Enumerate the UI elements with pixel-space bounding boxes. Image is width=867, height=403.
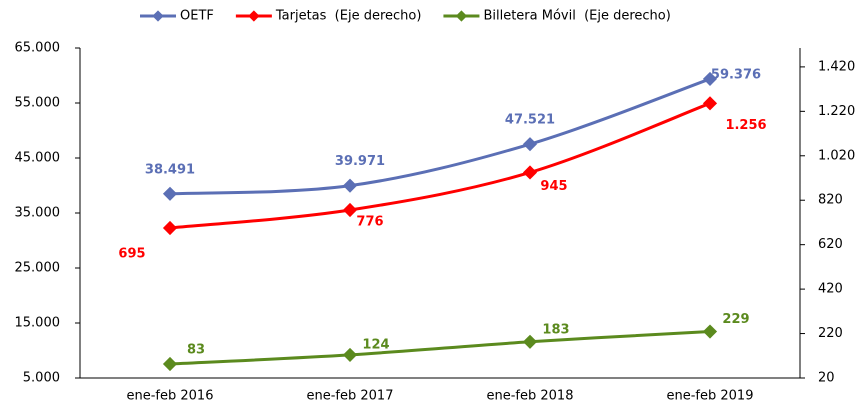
y2-tick-label: 20 xyxy=(818,371,835,386)
legend-marker xyxy=(152,10,164,22)
series-line xyxy=(169,330,711,366)
y-tick-label: 5.000 xyxy=(23,371,60,386)
y2-tick-label: 1.020 xyxy=(818,148,855,163)
point-marker xyxy=(702,71,718,87)
point-marker xyxy=(702,324,718,339)
point-marker xyxy=(522,165,538,180)
point-marker xyxy=(702,96,718,111)
legend-marker xyxy=(455,10,468,22)
y-tick-label: 15.000 xyxy=(15,316,61,331)
y-tick-label: 25.000 xyxy=(15,261,61,276)
point-marker xyxy=(342,347,358,362)
y-tick-label: 65.000 xyxy=(15,41,61,56)
data-label: 124 xyxy=(362,337,389,352)
point-marker xyxy=(522,334,538,349)
y2-tick-label: 820 xyxy=(818,193,843,208)
data-label: 83 xyxy=(187,343,205,358)
legend-label: Tarjetas (Eje derecho) xyxy=(275,9,422,24)
data-label: 1.256 xyxy=(725,118,766,133)
point-marker xyxy=(162,186,178,201)
legend-marker xyxy=(248,10,260,22)
data-label: 776 xyxy=(356,215,383,230)
y2-tick-label: 220 xyxy=(818,326,843,341)
point-marker xyxy=(342,178,358,193)
data-label: 183 xyxy=(542,322,569,337)
y-tick-label: 45.000 xyxy=(15,151,61,166)
y2-tick-label: 1.420 xyxy=(818,59,855,74)
series-line xyxy=(169,77,711,196)
series-line xyxy=(169,101,711,230)
x-tick-label: ene-feb 2019 xyxy=(667,389,754,403)
legend-label: OETF xyxy=(180,9,214,24)
point-marker xyxy=(162,220,178,236)
point-marker xyxy=(162,356,178,372)
data-label: 47.521 xyxy=(505,113,555,128)
data-label: 695 xyxy=(118,247,145,262)
y-tick-label: 35.000 xyxy=(15,206,61,221)
x-tick-label: ene-feb 2017 xyxy=(307,389,394,403)
data-label: 59.376 xyxy=(711,67,761,82)
point-marker xyxy=(522,137,538,152)
x-tick-label: ene-feb 2018 xyxy=(487,389,574,403)
x-tick-label: ene-feb 2016 xyxy=(127,389,214,403)
data-label: 38.491 xyxy=(145,162,195,177)
data-label: 39.971 xyxy=(335,154,385,169)
data-label: 229 xyxy=(722,312,749,327)
legend-label: Billetera Móvil (Eje derecho) xyxy=(483,9,670,24)
data-label: 945 xyxy=(540,179,567,194)
y2-tick-label: 420 xyxy=(818,282,843,297)
y-tick-label: 55.000 xyxy=(15,96,61,111)
y2-tick-label: 1.220 xyxy=(818,104,855,119)
point-marker xyxy=(342,202,358,218)
y2-tick-label: 620 xyxy=(818,237,843,252)
